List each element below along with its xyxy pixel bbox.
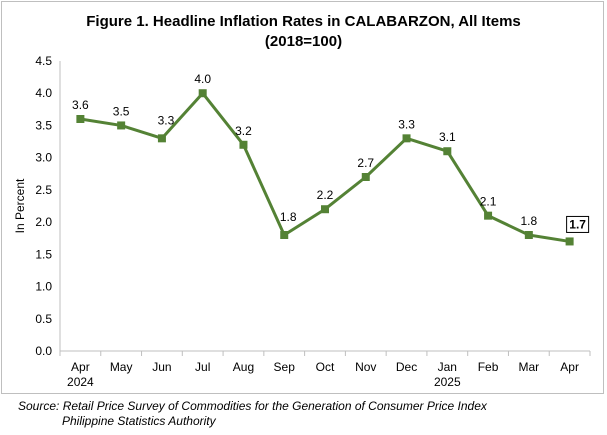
data-point — [157, 134, 166, 143]
y-tick-label: 3.5 — [35, 118, 52, 132]
y-tick-label: 2.0 — [35, 215, 52, 229]
x-year-label: 2025 — [434, 375, 461, 389]
data-label: 3.3 — [398, 117, 415, 131]
data-label: 3.1 — [439, 130, 456, 144]
y-tick-label: 0.5 — [35, 312, 52, 326]
y-tick-label: 1.5 — [35, 247, 52, 261]
x-tick-label: Feb — [478, 360, 499, 374]
series-line — [80, 91, 570, 243]
y-tick-label: 0.0 — [35, 344, 52, 358]
data-point — [280, 231, 289, 239]
data-label: 2.2 — [317, 188, 334, 202]
y-tick-label: 4.0 — [35, 86, 52, 100]
data-label: 2.1 — [480, 195, 497, 209]
x-tick-label: Oct — [316, 360, 335, 374]
x-tick-label: Jul — [195, 360, 210, 374]
data-label: 1.8 — [280, 210, 297, 224]
y-axis-title: In Percent — [13, 178, 27, 233]
x-tick-label: Jan — [438, 360, 457, 374]
data-label: 4.0 — [194, 72, 211, 86]
data-point — [524, 231, 533, 239]
x-tick-label: Apr — [560, 360, 579, 374]
data-point — [402, 134, 411, 143]
x-tick-label: Dec — [396, 360, 417, 374]
data-label: 3.5 — [113, 104, 130, 118]
data-label-box — [566, 215, 590, 233]
chart-title: Figure 1. Headline Inflation Rates in CA… — [86, 13, 521, 30]
data-label: 3.3 — [158, 113, 175, 127]
x-tick-label: Apr — [71, 360, 90, 374]
x-tick-label: Sep — [274, 360, 296, 374]
data-point — [443, 147, 452, 156]
data-point — [239, 140, 248, 149]
data-point — [198, 89, 207, 98]
y-tick-label: 4.5 — [35, 54, 52, 68]
x-year-label: 2024 — [67, 375, 94, 389]
data-label: 2.7 — [357, 156, 374, 170]
y-tick-label: 1.0 — [35, 280, 52, 294]
data-point — [484, 211, 493, 220]
chart-frame — [1, 1, 604, 394]
x-tick-label: Mar — [519, 360, 540, 374]
source-line-2: Philippine Statistics Authority — [62, 414, 216, 428]
y-tick-label: 3.0 — [35, 151, 52, 165]
data-point — [565, 237, 574, 246]
source-prefix: Source: — [18, 399, 60, 413]
data-point — [321, 205, 329, 214]
x-tick-label: Jun — [152, 360, 171, 374]
data-point — [117, 121, 126, 130]
chart-subtitle: (2018=100) — [264, 33, 343, 50]
line-chart: 0.00.51.01.52.02.53.03.54.04.5Apr2024May… — [13, 54, 591, 389]
x-tick-label: Nov — [355, 360, 376, 374]
data-label: 3.6 — [72, 98, 89, 112]
y-tick-label: 2.5 — [35, 183, 52, 197]
data-label: 3.2 — [235, 124, 252, 138]
data-label: 1.7 — [569, 217, 586, 231]
source-line-1: Retail Price Survey of Commodities for t… — [62, 399, 487, 413]
data-label: 1.8 — [521, 214, 538, 228]
source-note: Source: Retail Price Survey of Commoditi… — [18, 399, 487, 429]
x-tick-label: May — [110, 360, 133, 374]
x-tick-label: Aug — [233, 360, 254, 374]
data-point — [361, 173, 370, 181]
data-point — [76, 115, 85, 123]
